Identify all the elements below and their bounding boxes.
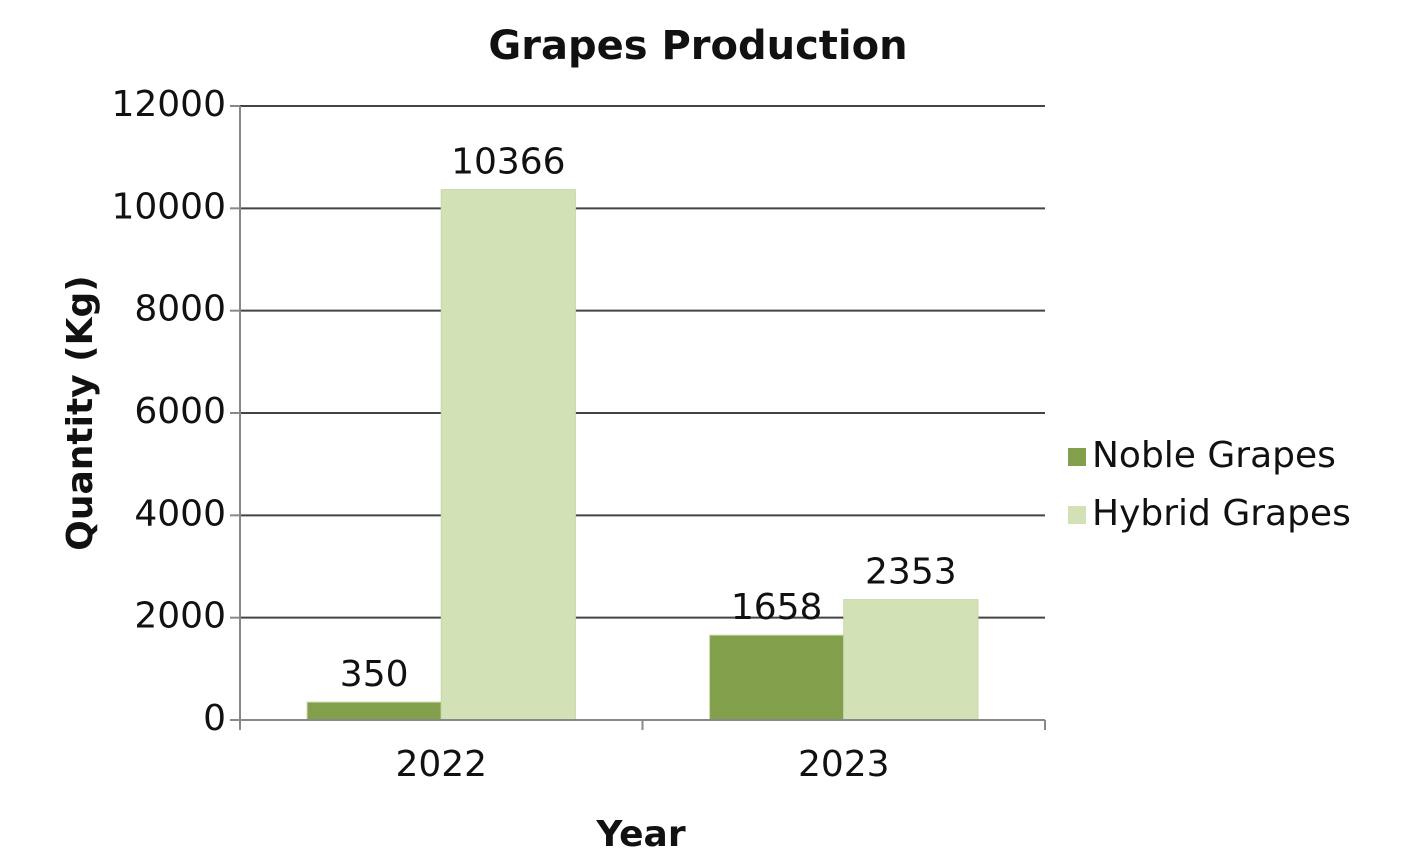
y-axis-label: Quantity (Kg) bbox=[60, 275, 101, 550]
legend-label: Noble Grapes bbox=[1092, 435, 1336, 476]
legend-swatch bbox=[1068, 448, 1086, 466]
y-tick-label: 2000 bbox=[134, 596, 226, 637]
x-tick-label: 2023 bbox=[798, 744, 890, 785]
y-tick-label: 4000 bbox=[134, 493, 226, 534]
legend-label: Hybrid Grapes bbox=[1092, 493, 1351, 534]
chart-title: Grapes Production bbox=[488, 23, 907, 69]
y-tick-label: 0 bbox=[203, 698, 226, 739]
value-label: 1658 bbox=[731, 587, 823, 628]
bar bbox=[709, 634, 845, 721]
bar bbox=[306, 701, 442, 721]
bar bbox=[440, 189, 576, 721]
y-tick-label: 6000 bbox=[134, 391, 226, 432]
y-tick-label: 10000 bbox=[111, 186, 226, 227]
bar bbox=[843, 599, 979, 721]
value-label: 2353 bbox=[865, 552, 957, 593]
x-tick-label: 2022 bbox=[395, 744, 487, 785]
value-label: 350 bbox=[340, 654, 409, 695]
x-axis-label: Year bbox=[595, 814, 685, 855]
legend-swatch bbox=[1068, 506, 1086, 524]
y-tick-label: 8000 bbox=[134, 289, 226, 330]
value-label: 10366 bbox=[451, 142, 566, 183]
y-tick-label: 12000 bbox=[111, 84, 226, 125]
